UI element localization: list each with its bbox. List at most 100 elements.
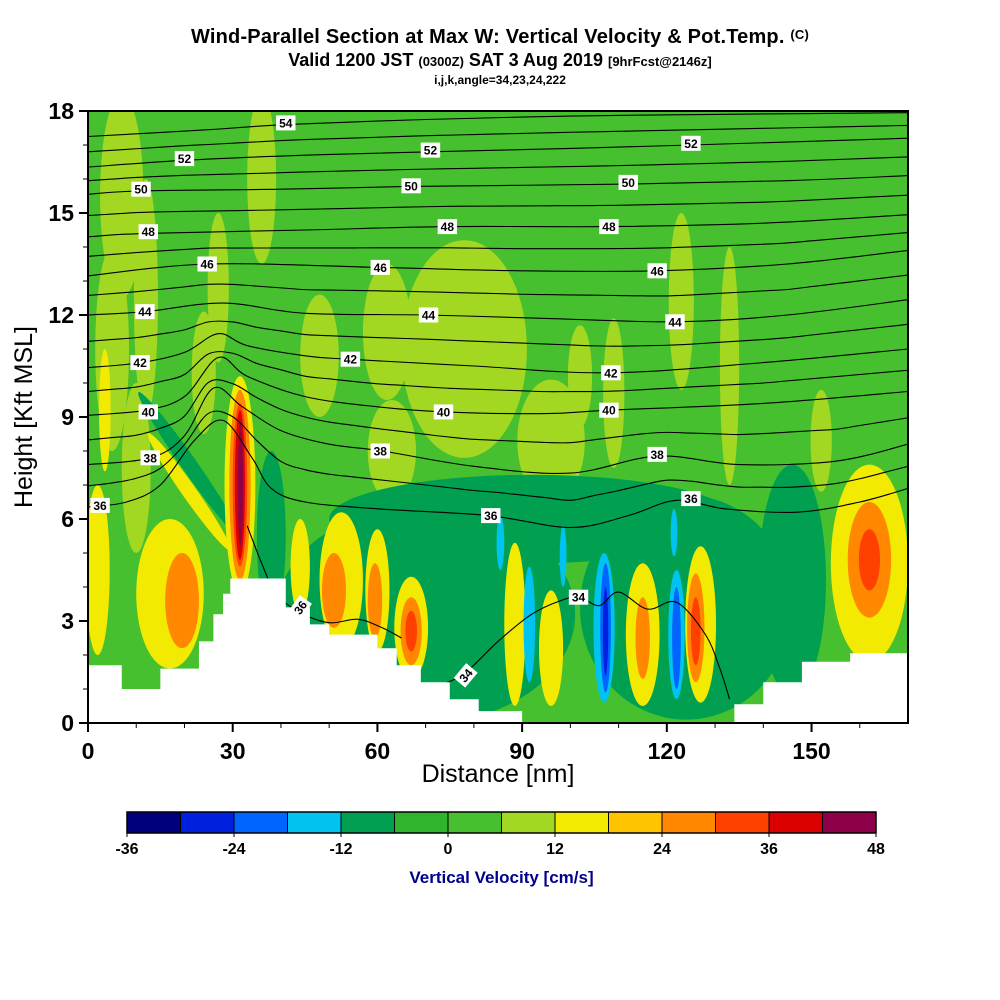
isotherm-label: 42 (130, 355, 150, 371)
svg-text:46: 46 (650, 264, 664, 278)
svg-text:48: 48 (441, 220, 455, 234)
colorbar-tick-label: -24 (222, 841, 245, 858)
isotherm-label: 52 (420, 142, 441, 158)
isotherm-label: 52 (174, 151, 195, 167)
isotherm-label: 44 (665, 314, 685, 330)
isotherm-label: 50 (131, 181, 151, 197)
svg-text:50: 50 (134, 183, 148, 197)
svg-text:50: 50 (622, 176, 636, 190)
valid-date: SAT 3 Aug 2019 (468, 50, 603, 70)
colorbar-title: Vertical Velocity [cm/s] (409, 868, 593, 887)
svg-text:38: 38 (144, 451, 158, 465)
colorbar-tick-label: 0 (444, 841, 453, 858)
svg-text:34: 34 (572, 591, 586, 605)
isotherm-label: 54 (276, 115, 296, 131)
y-tick-label: 15 (48, 200, 74, 226)
y-axis-title: Height [Kft MSL] (10, 326, 38, 508)
isotherm-label: 52 (681, 135, 701, 151)
isotherm-label: 40 (599, 402, 619, 418)
x-tick-label: 90 (509, 738, 535, 764)
isotherm-label: 50 (401, 178, 421, 194)
isotherm-label: 36 (481, 508, 501, 524)
x-tick-label: 0 (82, 738, 95, 764)
y-tick-label: 12 (48, 302, 74, 328)
svg-text:38: 38 (650, 448, 664, 462)
svg-text:36: 36 (93, 499, 107, 513)
svg-text:40: 40 (142, 405, 156, 419)
svg-text:42: 42 (604, 366, 618, 380)
svg-text:44: 44 (668, 315, 682, 329)
colorbar-tick-label: 24 (653, 841, 671, 858)
isotherm-label: 38 (647, 446, 667, 462)
svg-text:36: 36 (684, 492, 698, 506)
y-tick-label: 18 (48, 98, 74, 124)
grid-info-line: i,j,k,angle=34,23,24,222 (434, 73, 566, 87)
forecast-tag: [9hrFcst@2146z] (607, 54, 712, 69)
isotherm-label: 48 (599, 219, 619, 235)
svg-text:52: 52 (684, 137, 698, 151)
isotherm-label: 46 (197, 256, 217, 272)
colorbar-tick-label: 12 (546, 841, 564, 858)
isotherm-label: 48 (138, 224, 158, 240)
x-axis-title: Distance [nm] (422, 760, 575, 788)
isotherm-label: 42 (340, 351, 361, 367)
svg-text:52: 52 (178, 152, 192, 166)
isotherm-label: 50 (618, 174, 638, 190)
svg-text:44: 44 (422, 309, 436, 323)
isotherm-label: 34 (568, 589, 589, 605)
svg-text:40: 40 (602, 404, 616, 418)
isotherm-label: 46 (370, 259, 391, 275)
isotherm-label: 46 (647, 263, 667, 279)
vertical-velocity-fill-layer (88, 111, 908, 723)
isotherm-label: 44 (418, 307, 439, 323)
svg-text:42: 42 (133, 356, 147, 370)
figure-title: Wind-Parallel Section at Max W: Vertical… (0, 26, 1000, 49)
colorbar-tick-label: 48 (867, 841, 885, 858)
isotherm-label: 36 (90, 497, 110, 513)
y-tick-label: 9 (61, 404, 74, 430)
isotherm-labels: 54 52 52 52 50 50 50 48 48 48 46 46 46 44 44 44 42 42 42 40… (90, 115, 701, 688)
isotherm-label: 40 (433, 404, 454, 420)
isotherm-label: 38 (140, 450, 160, 466)
colorbar-tick-label: -12 (329, 841, 352, 858)
svg-text:54: 54 (279, 116, 293, 130)
svg-text:40: 40 (437, 405, 451, 419)
figure-header: Wind-Parallel Section at Max W: Vertical… (0, 26, 1000, 87)
svg-text:52: 52 (424, 144, 438, 158)
svg-text:46: 46 (200, 258, 214, 272)
svg-text:48: 48 (602, 220, 616, 234)
valid-prefix: Valid 1200 JST (288, 50, 414, 70)
isotherm-label: 34 (453, 663, 478, 688)
svg-text:38: 38 (374, 445, 388, 459)
svg-text:50: 50 (404, 179, 418, 193)
svg-text:44: 44 (138, 305, 152, 319)
x-tick-label: 30 (220, 738, 246, 764)
x-tick-label: 120 (648, 738, 686, 764)
x-tick-label: 150 (792, 738, 830, 764)
isotherm-label: 36 (288, 595, 312, 620)
colorbar-tick-label: -36 (115, 841, 138, 858)
isotherm-label: 44 (135, 304, 155, 320)
colorbar-tick-label: 36 (760, 841, 778, 858)
isotherm-label: 40 (138, 404, 158, 420)
svg-text:36: 36 (484, 509, 498, 523)
isotherm-label: 36 (681, 491, 701, 507)
isotherm-layer (88, 112, 908, 714)
svg-text:42: 42 (344, 353, 358, 367)
y-tick-label: 0 (61, 710, 74, 736)
svg-text:48: 48 (142, 225, 156, 239)
x-tick-label: 60 (365, 738, 391, 764)
y-tick-label: 3 (61, 608, 74, 634)
colorbar: -36 -24 -12 0 12 24 36 48 Vertical Velocity [cm/… (115, 811, 885, 887)
valid-utc: (0300Z) (418, 54, 464, 69)
plot-area: 54 52 52 52 50 50 50 48 48 48 46 46 46 44 44 44 42 42 42 40… (88, 111, 908, 723)
terrain-silhouette (88, 578, 908, 723)
isotherm-label: 42 (601, 365, 621, 381)
isotherm-label: 38 (370, 443, 391, 459)
valid-time-line: Valid 1200 JST (0300Z) SAT 3 Aug 2019 [9… (0, 50, 1000, 71)
y-tick-label: 6 (61, 506, 74, 532)
isotherm-label: 48 (437, 219, 458, 235)
title-text: Wind-Parallel Section at Max W: Vertical… (190, 26, 785, 48)
